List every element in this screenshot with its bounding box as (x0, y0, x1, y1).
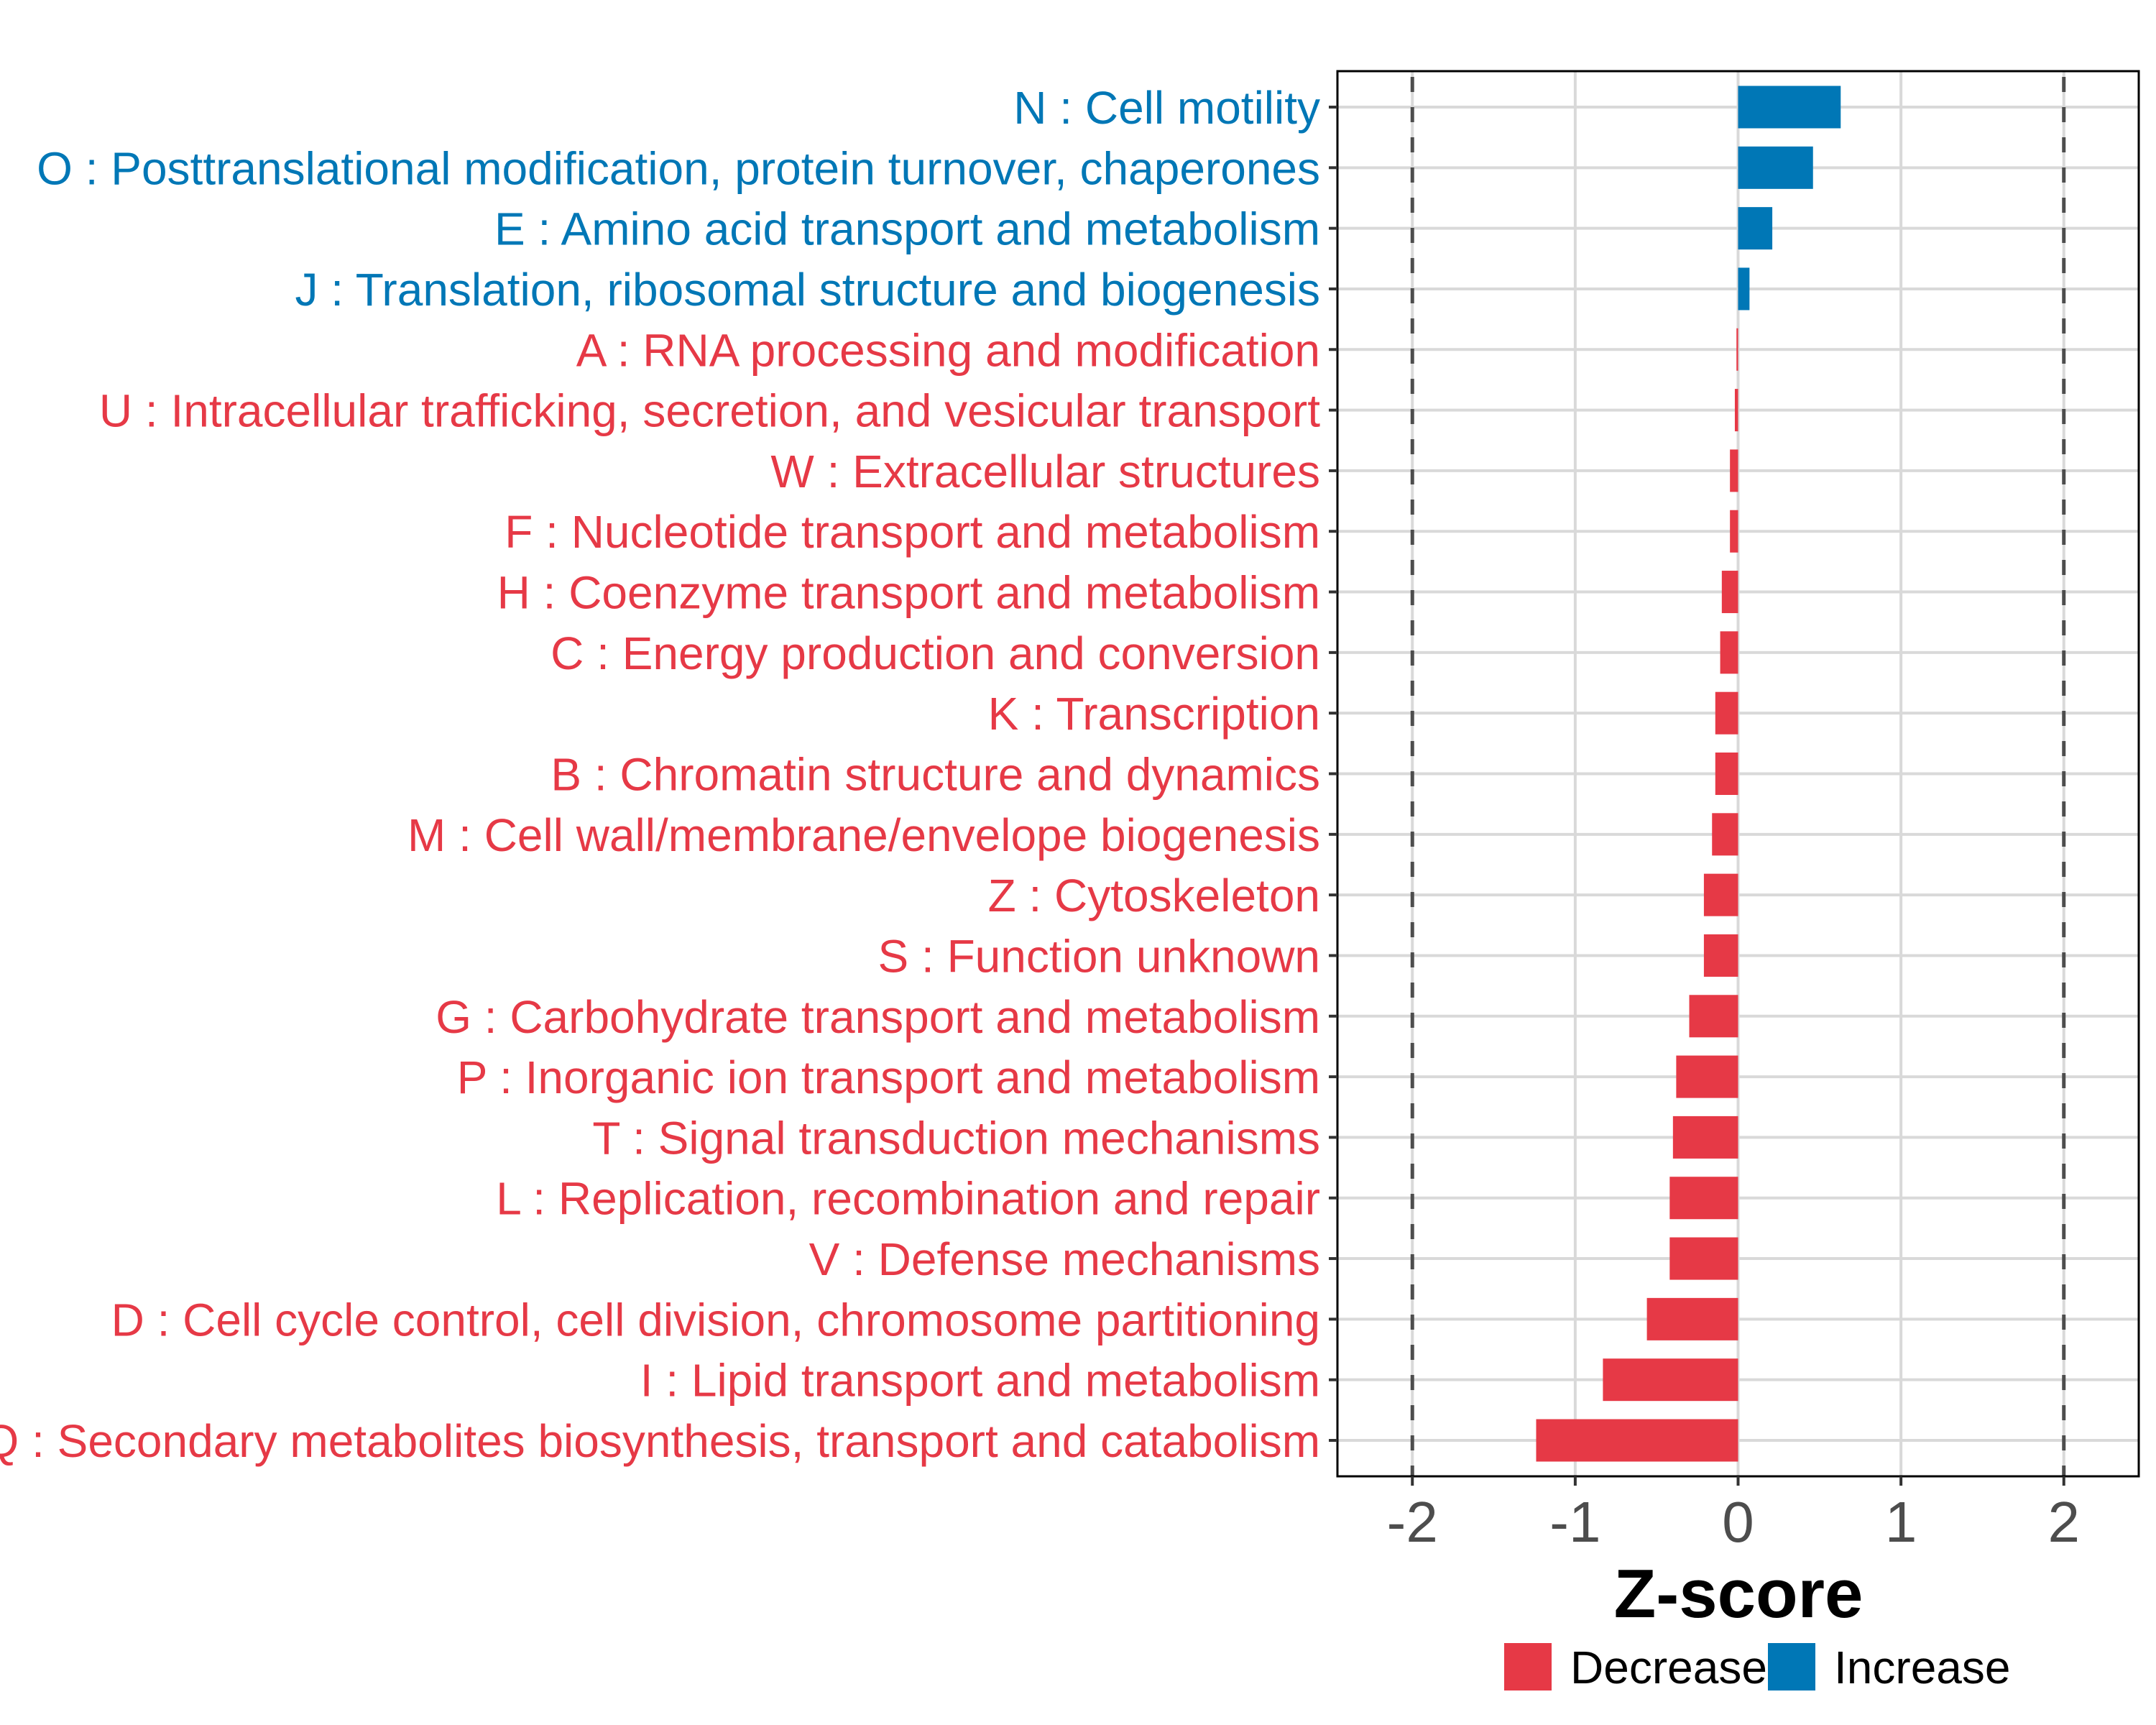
x-tick-label: -1 (1549, 1490, 1600, 1554)
category-label: Q : Secondary metabolites biosynthesis, … (0, 1415, 1320, 1467)
category-label: E : Amino acid transport and metabolism (494, 203, 1320, 255)
category-label: C : Energy production and conversion (550, 627, 1320, 679)
bar (1669, 1237, 1738, 1280)
bar (1730, 510, 1738, 553)
bar (1703, 934, 1738, 977)
bar (1712, 813, 1738, 856)
category-label: L : Replication, recombination and repai… (496, 1173, 1320, 1225)
category-label: V : Defense mechanisms (809, 1233, 1320, 1285)
bar (1738, 146, 1813, 189)
bar (1603, 1358, 1738, 1402)
legend-label: Decrease (1570, 1642, 1767, 1693)
category-label: M : Cell wall/membrane/envelope biogenes… (407, 809, 1320, 861)
bar (1721, 571, 1738, 614)
bar (1738, 267, 1750, 310)
legend-key (1768, 1643, 1815, 1690)
bar (1536, 1419, 1738, 1462)
x-tick-label: 1 (1885, 1490, 1917, 1554)
bar (1715, 753, 1738, 795)
bar (1646, 1297, 1738, 1340)
category-label: J : Translation, ribosomal structure and… (295, 264, 1321, 316)
bar (1734, 389, 1738, 432)
bar (1720, 631, 1738, 674)
category-label: K : Transcription (988, 688, 1320, 740)
category-label: F : Nucleotide transport and metabolism (505, 506, 1320, 558)
category-label: G : Carbohydrate transport and metabolis… (436, 991, 1320, 1043)
category-label: S : Function unknown (878, 930, 1320, 982)
bar (1715, 691, 1738, 735)
legend-item-decrease: Decrease (1504, 1642, 1767, 1693)
legend-item-increase: Increase (1768, 1642, 2010, 1693)
x-tick-label: 2 (2048, 1490, 2081, 1554)
category-label: N : Cell motility (1013, 82, 1320, 134)
legend-key (1504, 1643, 1552, 1690)
category-label: A : RNA processing and modification (576, 324, 1320, 376)
reference-lines (1410, 71, 2066, 1476)
category-label: U : Intracellular trafficking, secretion… (99, 385, 1320, 437)
bar (1738, 86, 1841, 129)
bar (1703, 873, 1738, 916)
category-label: T : Signal transduction mechanisms (592, 1112, 1320, 1164)
category-label: B : Chromatin structure and dynamics (550, 749, 1320, 801)
category-label: H : Coenzyme transport and metabolism (497, 567, 1320, 619)
category-label: I : Lipid transport and metabolism (640, 1355, 1320, 1407)
y-axis: N : Cell motility O : Posttranslational m… (0, 82, 1337, 1467)
legend: Decrease Increase (1504, 1642, 2010, 1693)
category-label: W : Extracellular structures (770, 446, 1320, 497)
bar (1730, 449, 1738, 492)
category-label: P : Inorganic ion transport and metaboli… (457, 1052, 1320, 1103)
category-label: O : Posttranslational modification, prot… (37, 142, 1320, 194)
bar (1672, 1116, 1738, 1159)
category-label: Z : Cytoskeleton (988, 870, 1320, 921)
x-tick-label: 0 (1722, 1490, 1754, 1554)
x-tick-label: -2 (1387, 1490, 1438, 1554)
bar (1669, 1177, 1738, 1220)
bar (1738, 207, 1773, 250)
x-axis: -2 -1 0 1 2 (1387, 1476, 2080, 1554)
legend-label: Increase (1834, 1642, 2010, 1693)
x-axis-title: Z-score (1614, 1555, 1864, 1632)
bar (1736, 328, 1738, 371)
category-label: D : Cell cycle control, cell division, c… (111, 1294, 1320, 1346)
bar (1676, 1055, 1738, 1098)
bars (1536, 86, 1841, 1462)
bar (1689, 995, 1738, 1038)
